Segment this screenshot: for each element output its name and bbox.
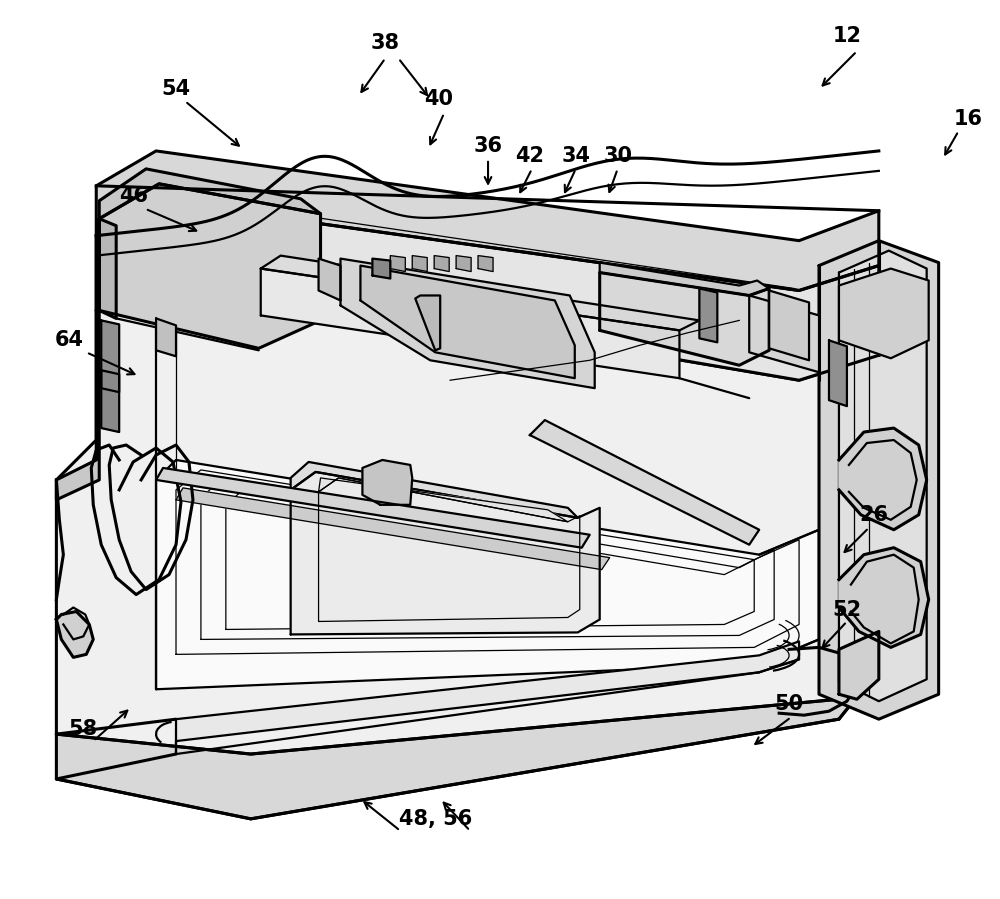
- Polygon shape: [96, 200, 879, 380]
- Polygon shape: [101, 320, 119, 392]
- Polygon shape: [839, 547, 929, 647]
- Polygon shape: [99, 218, 116, 318]
- Polygon shape: [176, 641, 799, 754]
- Polygon shape: [456, 255, 471, 271]
- Polygon shape: [390, 255, 405, 271]
- Text: 54: 54: [161, 79, 191, 99]
- Polygon shape: [769, 290, 809, 360]
- Text: 26: 26: [859, 505, 888, 525]
- Polygon shape: [156, 460, 819, 690]
- Polygon shape: [56, 218, 99, 500]
- Polygon shape: [261, 269, 679, 378]
- Polygon shape: [839, 631, 879, 699]
- Text: 58: 58: [69, 719, 98, 739]
- Text: 38: 38: [371, 33, 400, 53]
- Text: 30: 30: [603, 146, 632, 166]
- Polygon shape: [360, 265, 575, 378]
- Polygon shape: [261, 255, 699, 330]
- Polygon shape: [839, 428, 927, 530]
- Polygon shape: [99, 169, 321, 218]
- Text: 36: 36: [474, 136, 503, 156]
- Text: 50: 50: [775, 694, 804, 714]
- Text: 48, 56: 48, 56: [399, 809, 472, 829]
- Polygon shape: [96, 151, 879, 290]
- Polygon shape: [600, 263, 769, 296]
- Polygon shape: [56, 271, 879, 754]
- Polygon shape: [176, 488, 610, 570]
- Polygon shape: [819, 241, 939, 719]
- Polygon shape: [412, 255, 427, 271]
- Polygon shape: [478, 255, 493, 271]
- Polygon shape: [56, 649, 879, 819]
- Polygon shape: [362, 460, 412, 505]
- Polygon shape: [319, 478, 568, 521]
- Text: 64: 64: [55, 330, 84, 351]
- Polygon shape: [415, 296, 440, 351]
- Text: 16: 16: [954, 109, 983, 129]
- Polygon shape: [156, 468, 590, 547]
- Text: 34: 34: [561, 146, 590, 166]
- Text: 46: 46: [119, 186, 148, 206]
- Polygon shape: [291, 472, 600, 635]
- Polygon shape: [372, 259, 390, 279]
- Polygon shape: [839, 251, 927, 701]
- Polygon shape: [101, 370, 119, 432]
- Polygon shape: [699, 289, 717, 343]
- Polygon shape: [839, 269, 929, 359]
- Polygon shape: [291, 462, 578, 518]
- Polygon shape: [530, 420, 759, 545]
- Polygon shape: [434, 255, 449, 271]
- Text: 12: 12: [832, 26, 861, 46]
- Polygon shape: [156, 318, 176, 356]
- Text: 52: 52: [832, 600, 861, 619]
- Polygon shape: [340, 259, 595, 388]
- Polygon shape: [56, 611, 93, 657]
- Polygon shape: [600, 272, 769, 365]
- Polygon shape: [749, 296, 819, 372]
- Polygon shape: [319, 259, 340, 300]
- Polygon shape: [829, 341, 847, 406]
- Polygon shape: [99, 183, 321, 348]
- Text: 40: 40: [424, 89, 453, 109]
- Text: 42: 42: [515, 146, 544, 166]
